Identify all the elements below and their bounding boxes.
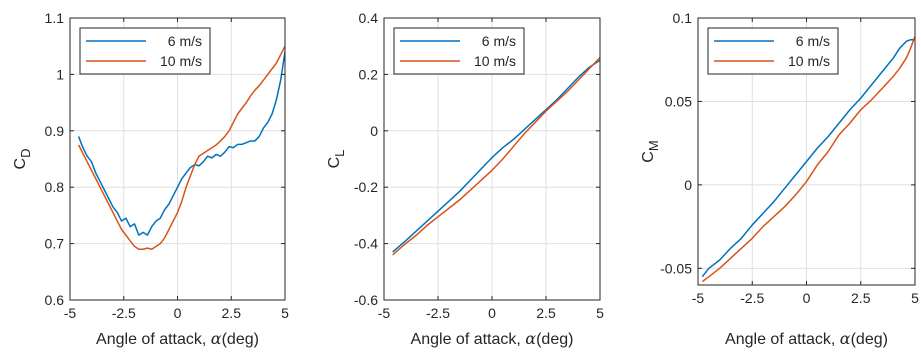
x-tick-label: -2.5 — [112, 305, 136, 321]
legend-label: 6 m/s — [168, 33, 202, 49]
x-tick-label: -5 — [378, 305, 391, 321]
chart-panel-2: -5 -2.5 0 2.5 5 -0.6 -0.4 -0.2 0 0.2 0.4 Angle of a… — [326, 10, 604, 348]
x-tick-label: -2.5 — [426, 305, 450, 321]
y-tick-label: 0 — [684, 177, 692, 193]
y-tick-label: 0.9 — [45, 123, 65, 139]
x-tick-label: -2.5 — [740, 290, 764, 306]
x-tick-label: 2.5 — [222, 305, 242, 321]
legend: 6 m/s 10 m/s — [393, 27, 525, 75]
y-axis-label: CD — [12, 149, 33, 170]
y-tick-label: 0.7 — [45, 236, 65, 252]
x-tick-label: 5 — [596, 305, 604, 321]
x-axis-label: Angle of attack, α(deg) — [96, 329, 259, 348]
series-line-10ms — [392, 56, 601, 256]
y-tick-label: 0.4 — [359, 10, 379, 26]
y-tick-label: 0.05 — [665, 93, 692, 109]
y-tick-label: 0 — [370, 123, 378, 139]
x-tick-label: 0 — [488, 305, 496, 321]
x-tick-label: 2.5 — [536, 305, 556, 321]
series-line-6ms — [77, 51, 286, 236]
legend-label: 6 m/s — [482, 33, 516, 49]
y-tick-label: -0.2 — [354, 179, 378, 195]
y-axis-label: CM — [640, 140, 661, 162]
legend-box — [79, 27, 211, 75]
y-tick-label: -0.4 — [354, 236, 378, 252]
x-tick-label: 0 — [803, 290, 811, 306]
x-tick-label: 2.5 — [851, 290, 871, 306]
legend-label: 10 m/s — [474, 53, 516, 69]
legend-box — [707, 27, 839, 75]
y-tick-label: -0.6 — [354, 292, 378, 308]
x-tick-label: 0 — [174, 305, 182, 321]
y-tick-label: 1 — [56, 66, 64, 82]
legend-box — [393, 27, 525, 75]
legend: 6 m/s 10 m/s — [79, 27, 211, 75]
y-tick-label: -0.05 — [660, 260, 692, 276]
series-line-6ms — [392, 59, 601, 253]
x-tick-label: 5 — [911, 290, 919, 306]
x-axis-label: Angle of attack, α(deg) — [411, 329, 574, 348]
series-line-10ms — [77, 45, 286, 250]
y-tick-label: 1.1 — [45, 10, 65, 26]
chart-panel-1: -5 -2.5 0 2.5 5 0.6 0.7 0.8 0.9 1 1.1 Angle of atta… — [12, 10, 289, 348]
chart-panel-3: -5 -2.5 0 2.5 5 -0.05 0 0.05 0.1 Angle of attack,… — [640, 10, 919, 348]
x-axis-label: Angle of attack, α(deg) — [725, 329, 888, 348]
series-line-6ms — [701, 38, 915, 278]
legend-label: 10 m/s — [160, 53, 202, 69]
legend-label: 6 m/s — [796, 33, 830, 49]
legend: 6 m/s 10 m/s — [707, 27, 839, 75]
y-tick-label: 0.2 — [359, 66, 379, 82]
y-tick-label: 0.8 — [45, 179, 65, 195]
y-axis-label: CL — [326, 150, 347, 169]
legend-label: 10 m/s — [788, 53, 830, 69]
y-tick-label: 0.1 — [673, 10, 693, 26]
series-line-10ms — [701, 36, 916, 283]
x-tick-label: 5 — [281, 305, 289, 321]
x-tick-label: -5 — [64, 305, 77, 321]
y-tick-label: 0.6 — [45, 292, 65, 308]
x-tick-label: -5 — [692, 290, 705, 306]
